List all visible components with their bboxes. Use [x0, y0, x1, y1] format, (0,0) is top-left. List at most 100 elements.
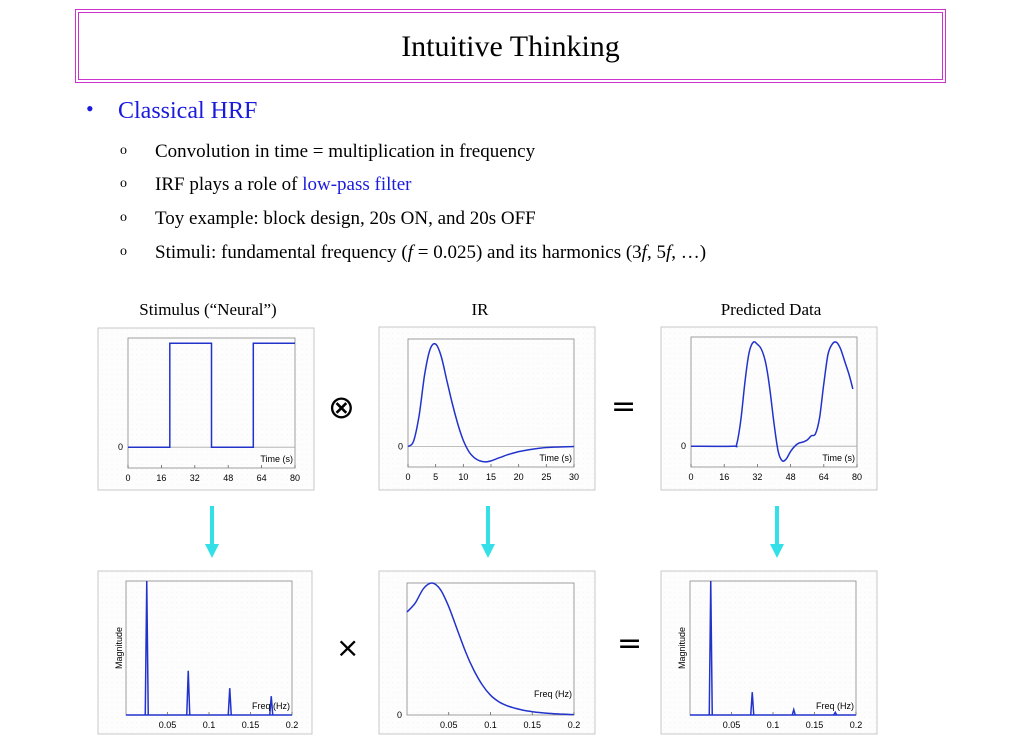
- x-axis-label: Freq (Hz): [816, 701, 854, 711]
- sub-bullet-text: Convolution in time = multiplication in …: [155, 141, 536, 162]
- spectrum-peak: [227, 688, 232, 716]
- plot-frame: [97, 570, 313, 735]
- x-tick-label: 0.1: [203, 720, 216, 730]
- down-arrow-icon: [481, 506, 495, 558]
- x-tick-label: 0.2: [850, 720, 863, 730]
- x-tick-label: 80: [852, 472, 862, 482]
- y-axis-label: Magnitude: [677, 627, 687, 669]
- sub-bullet-part: Stimuli: fundamental frequency (: [155, 242, 408, 263]
- plot-frame: [660, 570, 878, 735]
- x-tick-label: 0.2: [286, 720, 299, 730]
- equals-icon: =: [617, 626, 643, 661]
- predicted-caption: Predicted Data: [720, 300, 822, 319]
- x-tick-label: 30: [569, 472, 579, 482]
- x-tick-label: 0.15: [806, 720, 824, 730]
- slide-title: Intuitive Thinking: [401, 30, 620, 63]
- x-tick-label: 0.05: [440, 720, 458, 730]
- plot-frame: [660, 326, 878, 491]
- convolution-operator-icon: ⊗: [328, 388, 355, 426]
- main-bullet-text: Classical HRF: [118, 98, 258, 124]
- y-tick-label: 0: [118, 442, 123, 452]
- sub-bullet-marker: o: [120, 176, 127, 191]
- ir-spectrum-plot: 0.05 0.1 0.15 0.2 0 Freq (Hz): [378, 570, 596, 735]
- stimulus-plot: 0 0 16 32 48 64 80 Time (s): [97, 327, 315, 491]
- x-tick-label: 0.15: [523, 720, 541, 730]
- f-symbol: f: [641, 242, 647, 263]
- x-tick-label: 25: [541, 472, 551, 482]
- sub-bullet-part: , 5: [646, 242, 666, 263]
- down-arrow-icon: [205, 506, 219, 558]
- x-tick-label: 15: [486, 472, 496, 482]
- x-tick-label: 0.2: [568, 720, 581, 730]
- x-tick-label: 20: [514, 472, 524, 482]
- series-line: [406, 582, 575, 716]
- x-tick-label: 32: [190, 473, 200, 483]
- axes-box: [127, 337, 296, 469]
- x-tick-label: 10: [458, 472, 468, 482]
- low-pass-filter-text: low-pass filter: [302, 174, 412, 195]
- sub-bullet-text: IRF plays a role of low-pass filter: [155, 174, 411, 196]
- x-tick-label: 64: [257, 473, 267, 483]
- predicted-plot: 0 0 16 32 48 64 80 Time (s): [660, 326, 878, 491]
- spectrum-peak: [186, 670, 191, 716]
- predicted-spectrum-plot: 0.05 0.1 0.15 0.2 Freq (Hz) Magnitude: [660, 570, 878, 735]
- bullet-dot-icon: •: [86, 96, 94, 121]
- plot-frame: [378, 326, 596, 491]
- x-tick-label: 48: [786, 472, 796, 482]
- x-tick-label: 16: [156, 473, 166, 483]
- x-axis-label: Time (s): [260, 454, 293, 464]
- spectrum-peak: [708, 580, 713, 716]
- spectrum-peak: [144, 580, 149, 716]
- sub-bullet-text: Toy example: block design, 20s ON, and 2…: [155, 208, 536, 229]
- x-axis-label: Freq (Hz): [252, 701, 290, 711]
- y-tick-label: 0: [398, 442, 403, 452]
- sub-bullet-text: Stimuli: fundamental frequency (f = 0.02…: [155, 242, 706, 264]
- f-symbol: f: [407, 242, 414, 263]
- spectrum-peak: [269, 696, 274, 716]
- y-tick-label: 0: [681, 441, 686, 451]
- spectrum-peak: [750, 692, 755, 716]
- y-tick-label: 0: [397, 710, 402, 720]
- x-tick-label: 0: [688, 472, 693, 482]
- sub-bullet-prefix: IRF plays a role of: [155, 174, 303, 195]
- f-symbol: f: [665, 242, 672, 263]
- title-box: Intuitive Thinking: [75, 9, 946, 83]
- y-axis-label: Magnitude: [114, 627, 124, 669]
- x-tick-label: 0.15: [242, 720, 260, 730]
- plot-frame: [378, 570, 596, 735]
- ir-plot: 0 0 5 10 15 20 25 30 Time (s): [378, 326, 596, 491]
- x-tick-label: 0: [125, 473, 130, 483]
- plot-frame: [97, 327, 315, 491]
- axes-box: [690, 336, 858, 468]
- x-tick-label: 0: [405, 472, 410, 482]
- spectrum-peak: [833, 710, 838, 716]
- x-tick-label: 0.1: [484, 720, 497, 730]
- series-line: [407, 342, 575, 463]
- equals-icon: =: [611, 389, 637, 424]
- x-tick-label: 0.1: [767, 720, 780, 730]
- sub-bullet-marker: o: [120, 143, 127, 158]
- ir-caption: IR: [471, 300, 489, 319]
- x-tick-label: 5: [433, 472, 438, 482]
- sub-bullet-marker: o: [120, 210, 127, 225]
- series-line: [690, 341, 854, 462]
- stimulus-caption: Stimulus (“Neural”): [139, 300, 277, 319]
- x-axis-label: Time (s): [822, 453, 855, 463]
- sub-bullet-marker: o: [120, 244, 127, 259]
- sub-bullet-part: = 0.025) and its harmonics (3: [413, 242, 642, 263]
- x-tick-label: 0.05: [723, 720, 741, 730]
- series-line: [128, 342, 295, 448]
- x-tick-label: 80: [290, 473, 300, 483]
- x-tick-label: 32: [752, 472, 762, 482]
- sub-bullet-part: , …): [671, 242, 707, 263]
- down-arrow-icon: [770, 506, 784, 558]
- x-axis-label: Freq (Hz): [534, 689, 572, 699]
- x-tick-label: 0.05: [159, 720, 177, 730]
- multiply-icon: ×: [336, 631, 360, 664]
- x-tick-label: 16: [719, 472, 729, 482]
- x-axis-label: Time (s): [539, 453, 572, 463]
- spectrum-peak: [791, 706, 796, 716]
- x-tick-label: 48: [223, 473, 233, 483]
- x-tick-label: 64: [819, 472, 829, 482]
- stimulus-spectrum-plot: 0.05 0.1 0.15 0.2 Freq (Hz) Magnitude: [97, 570, 313, 735]
